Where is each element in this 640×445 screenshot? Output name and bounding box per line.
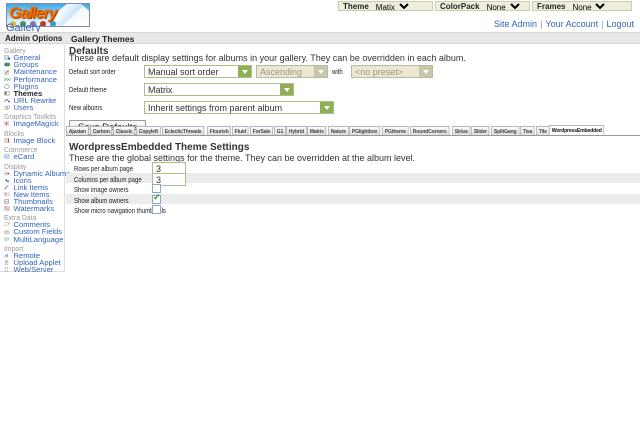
svg-text:>>>: >>> xyxy=(4,77,11,82)
